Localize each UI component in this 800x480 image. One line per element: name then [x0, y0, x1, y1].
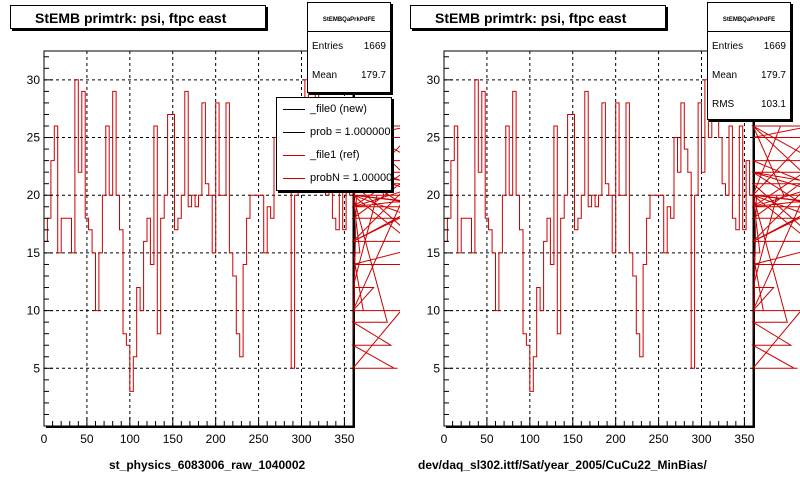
legend-item: _file0 (new) [277, 98, 391, 121]
x-tick-label: 150 [163, 432, 183, 446]
chart-title: StEMB primtrk: psi, ftpc east [10, 5, 266, 29]
stats-key: Mean [712, 70, 738, 81]
file-label: dev/daq_sl302.ittf/Sat/year_2005/CuCu22_… [418, 458, 707, 472]
x-tick-label: 250 [649, 432, 669, 446]
x-tick-label: 0 [41, 432, 48, 446]
x-tick-label: 350 [334, 432, 354, 446]
x-tick-label: 200 [606, 432, 626, 446]
stats-row-entries: Entries 1669 [708, 32, 790, 61]
y-tick-label: 10 [427, 304, 441, 318]
stats-value: 1669 [363, 41, 386, 52]
histogram-panel-right: 0 50 100 150 200 250 300 350 5 10 15 20 25 30 StEMB p… [400, 0, 800, 480]
x-tick-label: 250 [249, 432, 269, 446]
file-label: st_physics_6083006_raw_1040002 [109, 458, 306, 472]
stats-key: Entries [312, 41, 344, 52]
x-tick-label: 200 [206, 432, 226, 446]
stats-name: StEMBQaPrkPdFE [308, 3, 390, 32]
y-tick-label: 30 [27, 73, 41, 87]
histogram-panel-left: 0 50 100 150 200 250 300 350 5 10 15 20 25 30 StEMB p… [10, 2, 400, 472]
chart-title: StEMB primtrk: psi, ftpc east [410, 5, 666, 29]
legend-swatch-line [283, 132, 305, 133]
stats-row-entries: Entries 1669 [308, 32, 390, 61]
stats-row-rms: RMS 103.1 [708, 90, 790, 119]
x-tick-label: 0 [441, 432, 448, 446]
x-tick-label: 150 [563, 432, 583, 446]
legend-swatch-line [283, 109, 305, 110]
legend-item: _file1 (ref) [277, 144, 391, 167]
stats-value: 103.1 [760, 99, 786, 110]
y-tick-label: 25 [27, 131, 41, 145]
y-tick-label: 25 [427, 131, 441, 145]
stats-row-mean: Mean 179.7 [308, 61, 390, 90]
stats-row-mean: Mean 179.7 [708, 61, 790, 90]
y-tick-label: 15 [27, 246, 41, 260]
x-tick-label: 300 [691, 432, 711, 446]
legend-label: _file1 (ref) [310, 149, 360, 161]
x-tick-label: 300 [291, 432, 311, 446]
x-tick-label: 350 [734, 432, 754, 446]
histogram-series-line [44, 67, 400, 392]
stats-box: StEMBQaPrkPdFE Entries 1669 Mean 179.7 R… [707, 2, 791, 120]
stats-name: StEMBQaPrkPdFE [708, 3, 790, 32]
x-tick-label: 100 [120, 432, 140, 446]
stats-key: Entries [712, 41, 744, 52]
legend-item: prob = 1.000000 [277, 121, 391, 144]
legend-item: probN = 1.000000 [277, 167, 391, 190]
stats-value: 1669 [763, 41, 786, 52]
y-tick-label: 10 [27, 304, 41, 318]
legend-swatch-line [283, 178, 305, 179]
stats-key: Mean [312, 70, 338, 81]
y-tick-label: 20 [27, 188, 41, 202]
histogram-chart: 0 50 100 150 200 250 300 350 5 10 15 20 25 30 [427, 50, 800, 446]
legend: _file0 (new) prob = 1.000000 _file1 (ref… [276, 97, 392, 191]
legend-label: probN = 1.000000 [310, 172, 392, 184]
x-tick-label: 100 [520, 432, 540, 446]
y-tick-label: 5 [433, 361, 440, 375]
x-tick-label: 50 [480, 432, 494, 446]
y-tick-label: 5 [33, 361, 40, 375]
stats-value: 179.7 [760, 70, 786, 81]
y-tick-label: 15 [427, 246, 441, 260]
legend-label: prob = 1.000000 [310, 126, 391, 138]
legend-swatch-line [283, 155, 305, 156]
legend-label: _file0 (new) [310, 103, 367, 115]
x-tick-label: 50 [80, 432, 94, 446]
y-tick-label: 30 [427, 73, 441, 87]
histogram-series-line [444, 67, 800, 392]
stats-value: 179.7 [360, 70, 386, 81]
stats-box: StEMBQaPrkPdFE Entries 1669 Mean 179.7 [307, 2, 391, 93]
y-tick-label: 20 [427, 188, 441, 202]
stats-key: RMS [712, 99, 735, 110]
